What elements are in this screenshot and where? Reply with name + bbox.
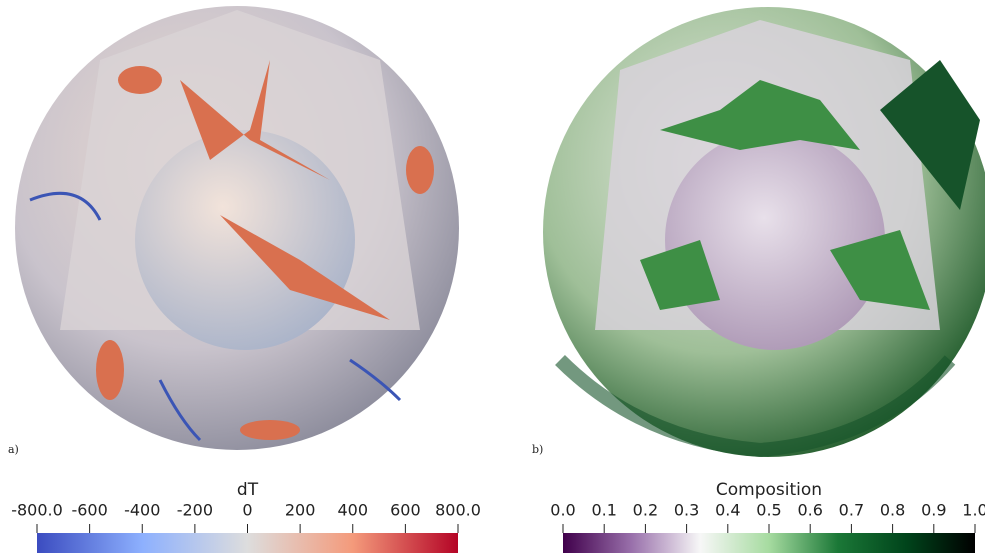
panel-label: a) (8, 443, 19, 456)
tick-label: 0.7 (839, 501, 864, 520)
tick-label: 0.1 (591, 501, 616, 520)
tick-label: -400 (124, 501, 160, 520)
tick-label: 0.3 (674, 501, 699, 520)
tick-label: -200 (177, 501, 213, 520)
colorbar-title: Composition (716, 480, 822, 500)
figure: a) dT -800.0 -600 -400 -200 0 200 400 600 800.0 b) C… (0, 0, 985, 554)
tick-label: 400 (337, 501, 368, 520)
colorbar-title: dT (237, 480, 259, 500)
page: a) dT -800.0 -600 -400 -200 0 200 400 600 800.0 b) C… (0, 0, 985, 554)
tick-label: 0.4 (715, 501, 740, 520)
tick-label: 0 (242, 501, 252, 520)
annotations: a) dT -800.0 -600 -400 -200 0 200 400 600 800.0 b) C… (8, 443, 985, 553)
tick-label: 0.2 (633, 501, 658, 520)
tick-label: 0.6 (797, 501, 822, 520)
tick-label: 800.0 (435, 501, 481, 520)
tick-label: -800.0 (11, 501, 63, 520)
tick-label: -600 (71, 501, 107, 520)
panel-label: b) (532, 443, 543, 456)
tick-label: 0.0 (550, 501, 575, 520)
sphere-b (543, 7, 985, 457)
tick-label: 1.0 (962, 501, 985, 520)
tick-label: 600 (390, 501, 421, 520)
tick-label: 200 (285, 501, 316, 520)
colorbar (563, 533, 975, 553)
colorbar (37, 533, 458, 553)
tick-label: 0.8 (880, 501, 905, 520)
tick-label: 0.9 (921, 501, 946, 520)
tick-label: 0.5 (756, 501, 781, 520)
sphere-a (15, 6, 459, 450)
